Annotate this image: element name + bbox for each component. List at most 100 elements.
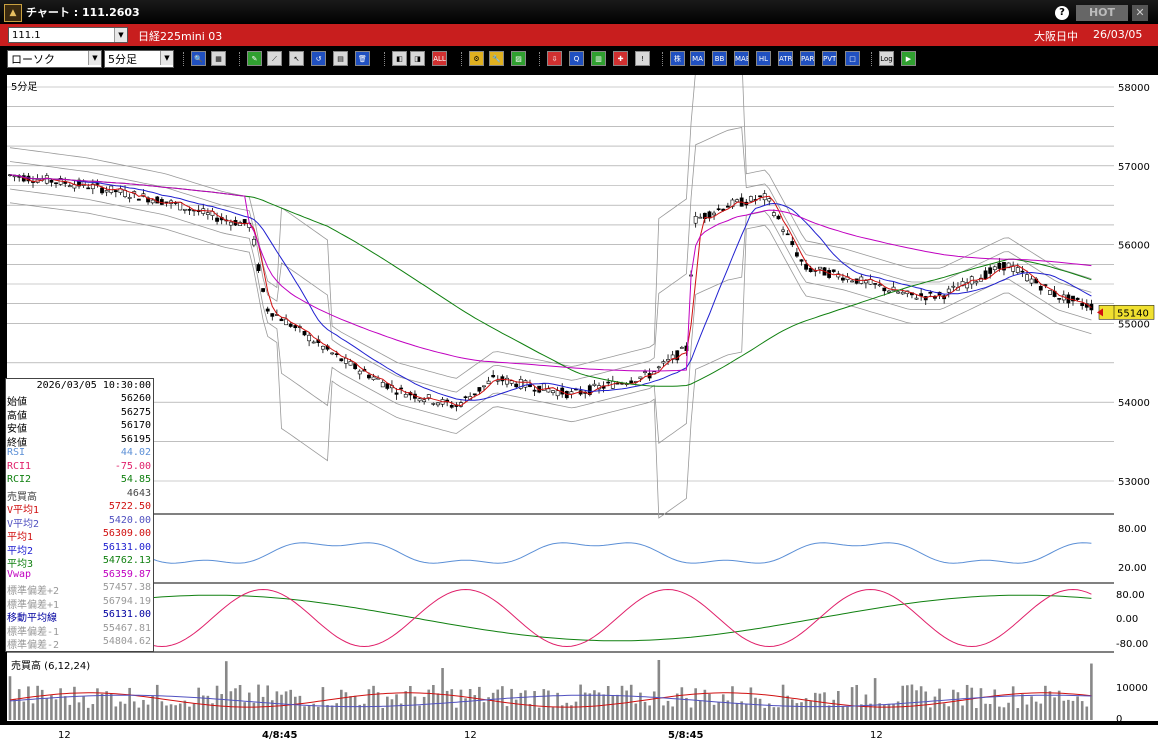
volume-bar bbox=[984, 703, 987, 720]
grid-icon[interactable]: ▦ bbox=[211, 51, 226, 66]
price-tick: 58000 bbox=[1118, 83, 1150, 94]
volume-bar bbox=[652, 691, 656, 720]
candle-body bbox=[790, 241, 795, 246]
chart-type-select[interactable]: ローソク ▼ bbox=[7, 50, 102, 68]
volume-bar bbox=[169, 704, 173, 720]
info-row: 標準偏差+2 57457.38 bbox=[6, 582, 153, 597]
all-icon[interactable]: ALL bbox=[432, 51, 447, 66]
volume-bar bbox=[593, 690, 596, 720]
atr-icon[interactable]: ATR bbox=[778, 51, 793, 66]
chevron-down-icon[interactable]: ▼ bbox=[88, 51, 101, 65]
volume-bar bbox=[570, 705, 573, 720]
volume-bar bbox=[1025, 704, 1029, 720]
volume-bar bbox=[201, 695, 205, 720]
volume-bar bbox=[772, 707, 776, 720]
info-row: 売買高 4643 bbox=[6, 488, 153, 503]
candle-body bbox=[127, 197, 132, 199]
volume-bar bbox=[758, 698, 762, 720]
axis-canvas: 58000 57000 56000 55000 54000 53000 80.00 20.00… bbox=[1113, 83, 1155, 725]
hl-icon[interactable]: HL bbox=[756, 51, 771, 66]
info-datetime: 2026/03/05 10:30:00 bbox=[36, 380, 151, 391]
volume-bar bbox=[837, 691, 840, 720]
info-key: 平均3 bbox=[7, 559, 34, 570]
zoom-in-icon[interactable]: ◧ bbox=[392, 51, 407, 66]
chart-canvas[interactable] bbox=[7, 52, 1115, 721]
trendline-icon[interactable]: ⟋ bbox=[267, 51, 282, 66]
period-select[interactable]: 5分足 ▼ bbox=[104, 50, 174, 68]
info-row: Vwap 56359.87 bbox=[6, 569, 153, 582]
candle-body bbox=[1002, 262, 1006, 271]
volume-bar bbox=[353, 695, 357, 720]
volume-bar bbox=[869, 703, 872, 720]
volume-bar bbox=[643, 701, 647, 720]
volume-bar bbox=[1085, 706, 1089, 720]
volume-bar bbox=[998, 706, 1001, 720]
app-logo-icon: ▲ bbox=[4, 4, 22, 22]
candle-body bbox=[187, 209, 192, 211]
volume-bar bbox=[68, 704, 72, 720]
candle-body bbox=[505, 377, 509, 385]
chevron-down-icon[interactable]: ▼ bbox=[114, 28, 127, 42]
candle-body bbox=[54, 182, 58, 185]
volume-bar bbox=[8, 676, 12, 720]
volume-bar bbox=[611, 695, 615, 720]
palette-icon[interactable]: ▨ bbox=[511, 51, 526, 66]
volume-bar bbox=[993, 689, 997, 720]
candle-body bbox=[518, 379, 523, 389]
crosshair-icon[interactable]: ✚ bbox=[613, 51, 628, 66]
info-key: 安値 bbox=[7, 424, 27, 435]
play-icon[interactable]: ▶ bbox=[901, 51, 916, 66]
bb-icon[interactable]: BB bbox=[712, 51, 727, 66]
pvt-icon[interactable]: PVT bbox=[822, 51, 837, 66]
pen-icon[interactable]: ✎ bbox=[247, 51, 262, 66]
wrench-icon[interactable]: 🔧 bbox=[489, 51, 504, 66]
par-icon[interactable]: PAR bbox=[800, 51, 815, 66]
chevron-down-icon[interactable]: ▼ bbox=[160, 51, 173, 65]
ma-icon[interactable]: MA bbox=[690, 51, 705, 66]
symbol-select[interactable]: 111.1 ▼ bbox=[8, 27, 128, 43]
volume-bar bbox=[883, 704, 886, 720]
download-icon[interactable]: ⇩ bbox=[547, 51, 562, 66]
candle-body bbox=[242, 219, 247, 224]
query-icon[interactable]: Q bbox=[569, 51, 584, 66]
candle-body bbox=[399, 387, 404, 390]
box-icon[interactable]: □ bbox=[845, 51, 860, 66]
volume-bar bbox=[261, 696, 265, 720]
info-value: 56131.00 bbox=[102, 609, 151, 620]
chart-area[interactable] bbox=[7, 52, 1115, 721]
zoom-out-icon[interactable]: ◨ bbox=[410, 51, 425, 66]
cursor-icon[interactable]: ↖ bbox=[289, 51, 304, 66]
zoom-icon[interactable]: 🔍 bbox=[191, 51, 206, 66]
gear-icon[interactable]: ⚙ bbox=[469, 51, 484, 66]
help-icon[interactable]: ? bbox=[1055, 6, 1069, 20]
volume-avg2-line bbox=[9, 694, 1092, 708]
info-row: 始値 56260 bbox=[6, 393, 153, 408]
alert-icon[interactable]: ! bbox=[635, 51, 650, 66]
stock-icon[interactable]: 株 bbox=[670, 51, 685, 66]
period-label: 5分足 bbox=[11, 82, 38, 93]
volume-bar bbox=[252, 702, 256, 720]
log-icon[interactable]: Log bbox=[879, 51, 894, 66]
volume-bar bbox=[662, 705, 665, 720]
toolbar-separator bbox=[384, 52, 387, 66]
mae-icon[interactable]: MAE bbox=[734, 51, 749, 66]
close-icon[interactable]: ✕ bbox=[1132, 5, 1148, 21]
volume-bar bbox=[809, 700, 812, 720]
volume-bar bbox=[422, 696, 426, 720]
candle-body bbox=[136, 198, 141, 201]
volume-bar bbox=[694, 688, 697, 720]
hot-button[interactable]: HOT bbox=[1076, 5, 1128, 21]
volume-bar bbox=[919, 686, 923, 720]
candle-body bbox=[1071, 295, 1075, 302]
trash-icon[interactable]: 🗑 bbox=[355, 51, 370, 66]
info-key: 標準偏差+1 bbox=[7, 599, 60, 611]
volume-bar bbox=[942, 703, 946, 720]
redo-icon[interactable]: ↺ bbox=[311, 51, 326, 66]
memo-icon[interactable]: ▤ bbox=[333, 51, 348, 66]
info-value: 5420.00 bbox=[108, 514, 151, 526]
volume-bar bbox=[952, 689, 955, 720]
rci-tick: 0.00 bbox=[1116, 614, 1138, 625]
table-icon[interactable]: ▥ bbox=[591, 51, 606, 66]
ma1-line bbox=[9, 174, 1092, 407]
volume-bar bbox=[777, 707, 780, 720]
